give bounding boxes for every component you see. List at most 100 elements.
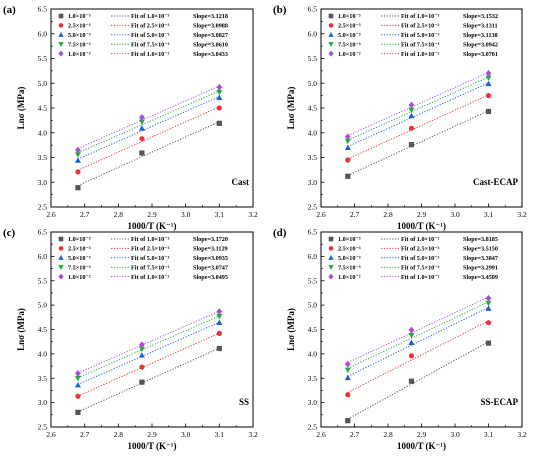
x-tick-label: 3.0 bbox=[181, 210, 191, 219]
legend-fit-entry: Fit of 7.5×10⁻³ bbox=[131, 41, 170, 48]
legend-fit-entry: Fit of 1.0×10⁻³ bbox=[131, 236, 170, 243]
x-tick-label: 3.2 bbox=[517, 210, 527, 219]
legend-marker bbox=[58, 32, 64, 37]
legend-marker bbox=[328, 255, 334, 260]
data-point bbox=[485, 340, 492, 346]
fit-line-2 bbox=[347, 320, 489, 393]
legend-entry: 1.0×10⁻² bbox=[338, 274, 361, 281]
y-tick-label: 3.5 bbox=[38, 153, 48, 162]
data-point bbox=[216, 89, 223, 96]
data-point bbox=[138, 346, 145, 353]
sample-label: Cast-ECAP bbox=[473, 177, 518, 187]
data-point bbox=[345, 173, 351, 179]
chart-panel-1: 2.6 2.7 2.8 2.9 3.0 3.1 3.2 2.5 3.0 3.5 4.0 4.5 5.0 5… bbox=[3, 4, 258, 231]
data-point bbox=[75, 169, 81, 175]
legend-fit-entry: Fit of 1.0×10⁻³ bbox=[131, 13, 170, 20]
data-point bbox=[75, 369, 81, 377]
y-axis-title: Lnσ (MPa) bbox=[286, 87, 296, 130]
legend-marker bbox=[328, 32, 334, 37]
y-axis-title: Lnσ (MPa) bbox=[16, 308, 26, 351]
legend-marker bbox=[58, 50, 64, 57]
data-point bbox=[216, 330, 222, 336]
data-point bbox=[408, 142, 415, 148]
x-tick-label: 2.6 bbox=[46, 210, 56, 219]
legend-marker bbox=[58, 265, 64, 270]
legend-entry: 7.5×10⁻³ bbox=[68, 264, 91, 271]
x-tick-label: 2.8 bbox=[383, 430, 393, 439]
data-point bbox=[408, 353, 415, 359]
x-tick-label: 3.1 bbox=[215, 210, 225, 219]
data-point bbox=[345, 392, 351, 398]
y-tick-label: 3.0 bbox=[308, 178, 318, 187]
data-point bbox=[408, 125, 415, 131]
legend-entry: 1.0×10⁻² bbox=[338, 51, 361, 58]
data-point bbox=[216, 345, 222, 352]
y-tick-label: 2.5 bbox=[38, 423, 48, 432]
legend-entry: 1.0×10⁻² bbox=[68, 51, 91, 58]
y-tick-label: 4.5 bbox=[38, 104, 48, 113]
x-tick-label: 3.0 bbox=[450, 210, 460, 219]
legend-slope: Slope=3.5150 bbox=[463, 246, 498, 253]
legend-entry: 7.5×10⁻³ bbox=[338, 264, 361, 271]
chart-panel-3: 2.6 2.7 2.8 2.9 3.0 3.1 3.2 2.5 3.0 3.5 4.0 4.5 5.0 5… bbox=[3, 227, 258, 451]
legend-marker bbox=[58, 42, 64, 47]
x-tick-label: 2.7 bbox=[350, 210, 360, 219]
x-axis-title: 1000/T (K⁻¹) bbox=[397, 441, 446, 451]
x-axis-title: 1000/T (K⁻¹) bbox=[127, 221, 176, 231]
fit-line-2 bbox=[347, 94, 489, 160]
legend-fit-entry: Fit of 5.0×10⁻³ bbox=[401, 255, 440, 262]
panel-label: (a) bbox=[3, 4, 16, 16]
legend-slope: Slope=3.1311 bbox=[463, 23, 498, 30]
y-tick-label: 5.0 bbox=[308, 79, 318, 88]
data-point bbox=[138, 125, 145, 131]
legend-entry: 2.5×10⁻³ bbox=[338, 23, 361, 30]
x-tick-label: 2.8 bbox=[114, 210, 124, 219]
fit-line-3 bbox=[347, 306, 489, 377]
data-point bbox=[345, 418, 351, 424]
legend-fit-entry: Fit of 1.0×10⁻² bbox=[401, 51, 440, 58]
legend-marker bbox=[328, 50, 334, 57]
legend-slope: Slope=3.0988 bbox=[193, 23, 228, 30]
fit-line-4 bbox=[347, 301, 489, 369]
legend-slope: Slope=3.1532 bbox=[463, 13, 498, 20]
y-tick-label: 5.5 bbox=[38, 54, 48, 63]
data-point bbox=[139, 341, 145, 348]
legend-marker bbox=[328, 265, 334, 270]
legend-slope: Slope=3.0942 bbox=[463, 41, 498, 48]
y-tick-label: 2.5 bbox=[308, 423, 318, 432]
x-tick-label: 3.0 bbox=[450, 430, 460, 439]
legend-fit-entry: Fit of 2.5×10⁻³ bbox=[131, 246, 170, 253]
fit-line-1 bbox=[347, 110, 489, 176]
legend-slope: Slope=3.3847 bbox=[463, 255, 498, 262]
legend-entry: 2.5×10⁻³ bbox=[338, 246, 361, 253]
data-point bbox=[485, 69, 492, 77]
legend-marker bbox=[328, 236, 334, 242]
data-point bbox=[216, 94, 223, 100]
y-tick-label: 3.5 bbox=[308, 374, 318, 383]
legend-slope: Slope=3.0747 bbox=[193, 264, 228, 271]
fit-line-4 bbox=[347, 76, 489, 141]
data-point bbox=[345, 157, 351, 163]
fit-line-4 bbox=[77, 315, 220, 379]
legend-slope: Slope=3.1138 bbox=[463, 32, 498, 39]
x-tick-label: 2.8 bbox=[383, 210, 393, 219]
data-point bbox=[344, 144, 351, 150]
y-tick-label: 4.0 bbox=[38, 128, 48, 137]
legend-slope: Slope=3.2991 bbox=[463, 264, 498, 271]
y-axis-title: Lnσ (MPa) bbox=[16, 87, 26, 130]
data-point bbox=[344, 374, 351, 381]
sample-label: Cast bbox=[232, 177, 250, 187]
legend-entry: 1.0×10⁻³ bbox=[338, 13, 361, 20]
legend-fit-entry: Fit of 1.0×10⁻² bbox=[131, 274, 170, 281]
legend-slope: Slope=3.4509 bbox=[463, 274, 498, 281]
legend-entry: 5.0×10⁻³ bbox=[338, 255, 361, 262]
fit-line-1 bbox=[347, 341, 489, 420]
fit-line-3 bbox=[347, 82, 489, 148]
legend-fit-entry: Fit of 1.0×10⁻³ bbox=[401, 13, 440, 20]
data-point bbox=[216, 83, 223, 91]
y-tick-label: 4.5 bbox=[308, 325, 318, 334]
data-point bbox=[408, 101, 415, 109]
legend-marker bbox=[58, 236, 64, 242]
y-tick-label: 5.0 bbox=[308, 301, 318, 310]
legend-entry: 7.5×10⁻³ bbox=[68, 41, 91, 48]
